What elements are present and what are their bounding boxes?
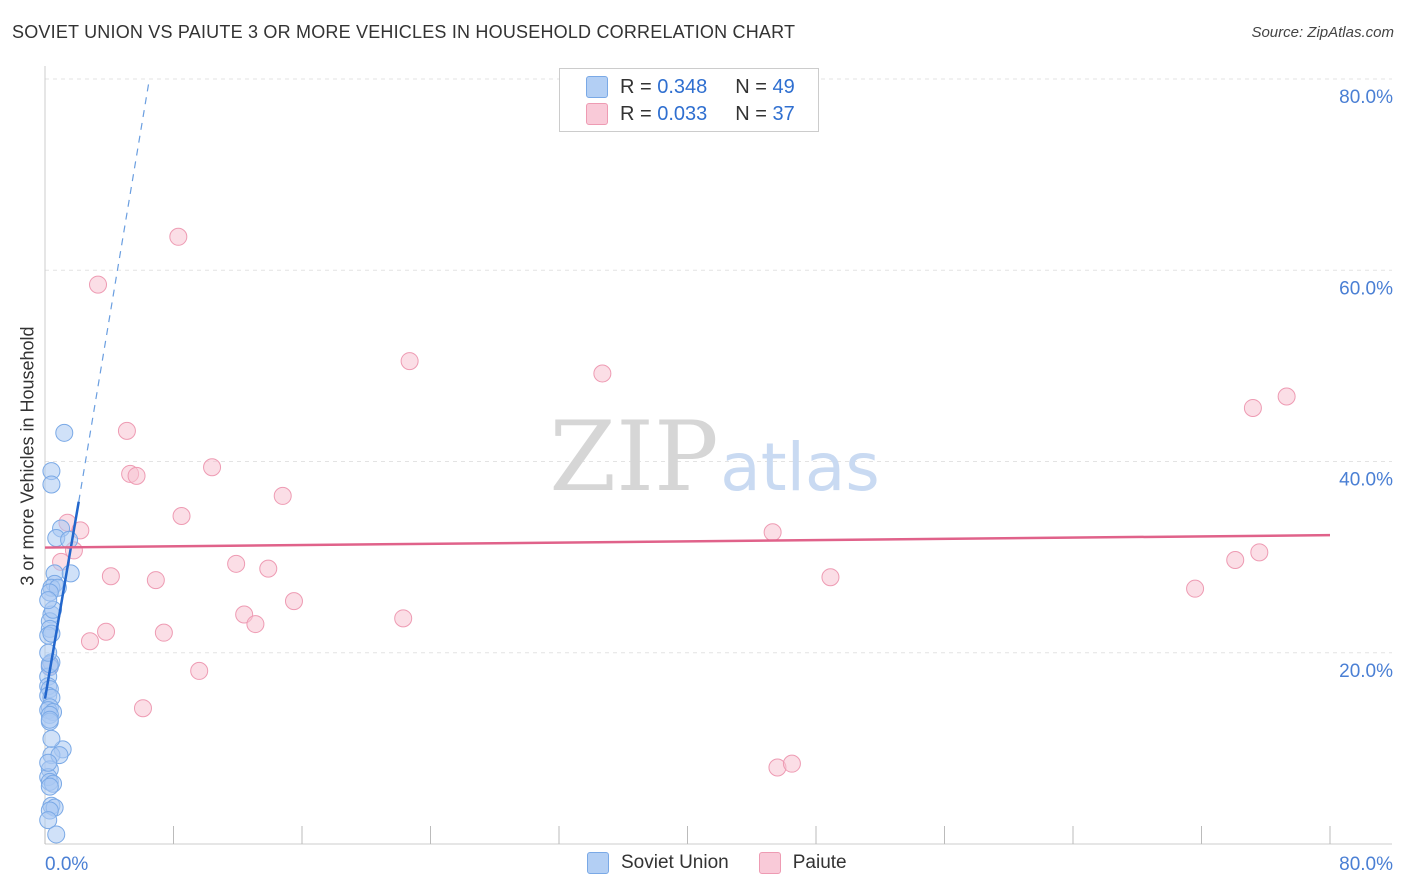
legend-n-value: 37 bbox=[772, 102, 795, 125]
data-point-paiute bbox=[1243, 398, 1262, 417]
data-point-soviet-union bbox=[39, 811, 58, 830]
legend-label-paiute: Paiute bbox=[792, 852, 847, 873]
y-tick-label: 80.0% bbox=[1339, 87, 1393, 108]
legend-swatch-pink bbox=[758, 852, 781, 874]
data-point-paiute bbox=[146, 571, 165, 590]
data-point-paiute bbox=[127, 466, 146, 485]
data-point-paiute bbox=[782, 754, 801, 773]
legend-row-paiute: R = 0.033 N = 37 bbox=[586, 102, 795, 126]
data-point-paiute bbox=[400, 352, 419, 371]
trend-line-soviet-union bbox=[43, 501, 80, 699]
data-point-paiute bbox=[154, 623, 173, 642]
legend-swatch-blue bbox=[586, 76, 608, 98]
data-point-paiute bbox=[1226, 550, 1245, 569]
data-point-soviet-union bbox=[40, 777, 59, 796]
trend-line-paiute bbox=[44, 533, 1331, 549]
data-point-soviet-union bbox=[39, 591, 58, 610]
legend-n-label: N = bbox=[735, 75, 773, 98]
trend-line-soviet-union-extension bbox=[78, 78, 150, 502]
y-tick-label: 60.0% bbox=[1339, 278, 1393, 299]
data-point-paiute bbox=[273, 486, 292, 505]
legend-row-soviet-union: R = 0.348 N = 49 bbox=[586, 75, 795, 99]
data-point-paiute bbox=[284, 592, 303, 611]
legend-r-label: R = bbox=[620, 102, 658, 125]
y-tick-label: 40.0% bbox=[1339, 470, 1393, 491]
data-point-soviet-union bbox=[42, 729, 61, 748]
data-point-paiute bbox=[117, 421, 136, 440]
legend-n-label: N = bbox=[735, 102, 773, 125]
watermark-zip: ZIP bbox=[549, 401, 718, 513]
x-tick-label: 80.0% bbox=[1339, 854, 1393, 875]
data-point-paiute bbox=[169, 227, 188, 246]
legend-r-value: 0.348 bbox=[657, 75, 708, 98]
data-point-paiute bbox=[89, 275, 108, 294]
data-point-soviet-union bbox=[39, 753, 58, 772]
trend-lines bbox=[43, 78, 1331, 699]
grid-lines bbox=[45, 78, 1392, 654]
data-point-paiute bbox=[593, 364, 612, 383]
legend-bottom: Soviet Union Paiute bbox=[587, 852, 877, 874]
data-point-paiute bbox=[1250, 543, 1269, 562]
data-point-paiute bbox=[394, 609, 413, 628]
watermark: ZIP atlas bbox=[549, 401, 879, 513]
data-point-paiute bbox=[1277, 387, 1296, 406]
chart-source: Source: ZipAtlas.com bbox=[1251, 24, 1394, 41]
data-point-paiute bbox=[1186, 579, 1205, 598]
chart-title: SOVIET UNION VS PAIUTE 3 OR MORE VEHICLE… bbox=[12, 22, 796, 42]
data-point-soviet-union bbox=[40, 710, 59, 729]
data-point-soviet-union bbox=[60, 530, 79, 549]
legend-n-value: 49 bbox=[772, 75, 795, 98]
data-point-soviet-union bbox=[55, 423, 74, 442]
x-tick-label: 0.0% bbox=[45, 854, 88, 875]
legend-swatch-blue bbox=[587, 852, 609, 874]
data-point-paiute bbox=[259, 559, 278, 578]
data-point-paiute bbox=[101, 567, 120, 586]
legend-top: R = 0.348 N = 49 R = 0.033 N = 37 bbox=[559, 68, 819, 132]
legend-item-soviet-union: Soviet Union bbox=[587, 852, 729, 874]
data-point-paiute bbox=[190, 661, 209, 680]
data-point-soviet-union bbox=[42, 475, 61, 494]
data-point-paiute bbox=[821, 568, 840, 587]
data-point-paiute bbox=[97, 622, 116, 641]
watermark-atlas: atlas bbox=[720, 429, 880, 506]
legend-r-label: R = bbox=[620, 75, 658, 98]
data-point-paiute bbox=[227, 554, 246, 573]
series-soviet-union bbox=[39, 423, 80, 844]
data-point-paiute bbox=[763, 523, 782, 542]
tick-labels: 20.0% 40.0% 60.0% 80.0% 0.0% 80.0% bbox=[45, 87, 1393, 875]
legend-item-paiute: Paiute bbox=[758, 852, 847, 874]
data-point-paiute bbox=[80, 632, 99, 651]
data-point-paiute bbox=[246, 615, 265, 634]
legend-swatch-pink bbox=[586, 103, 608, 125]
y-tick-label: 20.0% bbox=[1339, 661, 1393, 682]
legend-label-soviet-union: Soviet Union bbox=[621, 852, 729, 873]
data-point-paiute bbox=[133, 699, 152, 718]
data-point-soviet-union bbox=[47, 825, 66, 844]
data-point-paiute bbox=[172, 507, 191, 526]
data-point-paiute bbox=[203, 458, 222, 477]
legend-r-value: 0.033 bbox=[657, 102, 708, 125]
